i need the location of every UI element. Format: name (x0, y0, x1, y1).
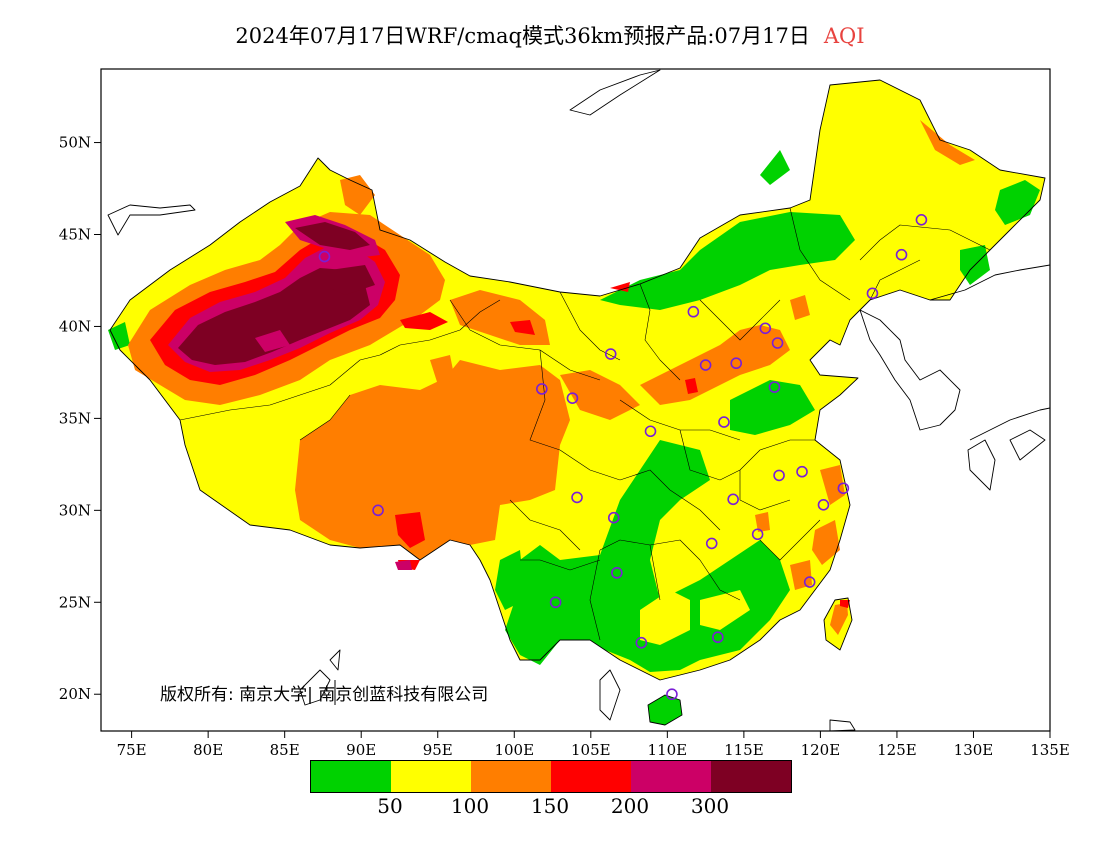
lon-tick-label: 75E (117, 741, 147, 759)
city-station-marker (644, 425, 657, 438)
city-station-marker (666, 688, 678, 701)
city-station-marker (549, 596, 562, 609)
region-hainan (648, 695, 682, 725)
legend-tick-label: 50 (377, 794, 403, 818)
city-station-marker (712, 631, 724, 644)
lon-tick-label: 135E (1030, 741, 1070, 759)
lat-tick-label: 20N (59, 685, 91, 703)
map-title: 2024年07月17日WRF/cmaq模式36km预报产品:07月17日 AQI (0, 20, 1100, 50)
city-station-marker (895, 248, 908, 261)
city-station-marker (604, 348, 617, 360)
region-orange-tibet (295, 360, 570, 560)
lon-tick-label: 100E (494, 741, 534, 759)
city-station-marker (751, 528, 764, 541)
copyright-notice: 版权所有: 南京大学| 南京创蓝科技有限公司 (160, 685, 489, 705)
city-station-marker (759, 322, 772, 335)
lat-tick-label: 40N (59, 317, 91, 335)
city-station-marker (727, 493, 739, 506)
lon-tick-label: 105E (571, 741, 611, 759)
lat-tick-label: 30N (59, 501, 91, 519)
map-frame (100, 68, 1051, 732)
city-station-marker (607, 511, 620, 524)
city-station-marker (817, 499, 830, 511)
city-station-marker (611, 567, 623, 579)
city-station-marker (318, 250, 331, 263)
city-station-marker (571, 491, 583, 504)
lon-tick-label: 115E (724, 741, 764, 759)
city-station-marker (768, 381, 781, 393)
city-station-marker (803, 576, 816, 588)
aqi-legend (310, 760, 792, 793)
lat-tick-label: 50N (59, 134, 91, 152)
city-station-marker (566, 392, 579, 404)
city-station-marker (635, 636, 648, 649)
region-taiwan-orange (830, 603, 848, 635)
lon-tick-label: 125E (877, 741, 917, 759)
city-station-marker (837, 482, 850, 495)
city-station-marker (705, 537, 718, 550)
map-axes: 75E 80E 85E 90E 95E 100E 105E 110E 115E 120E 125E 1… (59, 134, 1070, 759)
title-text: 2024年07月17日WRF/cmaq模式36km预报产品:07月17日 (235, 24, 810, 48)
lon-tick-label: 90E (346, 741, 376, 759)
region-maroon-xinjiang (178, 268, 370, 365)
city-station-marker (730, 357, 743, 370)
region-green-northeast (760, 150, 790, 185)
lon-tick-label: 120E (801, 741, 841, 759)
city-station-marker (699, 359, 712, 371)
city-station-marker (771, 337, 784, 349)
legend-tick-label: 100 (450, 794, 490, 818)
lat-tick-label: 45N (59, 226, 91, 244)
lat-tick-label: 35N (59, 409, 91, 427)
title-variable: AQI (823, 24, 865, 48)
region-green-shandong (730, 380, 815, 435)
legend-swatch (391, 761, 471, 792)
city-station-marker (773, 469, 785, 482)
lon-tick-label: 110E (648, 741, 688, 759)
city-station-marker (866, 287, 879, 300)
legend-swatch (311, 761, 391, 792)
lon-tick-label: 130E (954, 741, 994, 759)
lon-tick-label: 95E (423, 741, 453, 759)
legend-swatch (551, 761, 631, 792)
city-station-marker (915, 213, 928, 226)
lon-tick-label: 85E (270, 741, 300, 759)
region-green-inner-mongolia (600, 212, 855, 310)
legend-swatch (631, 761, 711, 792)
lat-tick-label: 25N (59, 593, 91, 611)
city-station-marker (536, 383, 548, 395)
city-station-marker (718, 416, 730, 428)
legend-tick-label: 300 (690, 794, 730, 818)
city-stations (318, 213, 928, 701)
legend-swatch (711, 761, 791, 792)
city-station-marker (687, 305, 700, 318)
legend-tick-label: 150 (530, 794, 570, 818)
city-station-marker (372, 504, 384, 517)
legend-swatch (471, 761, 551, 792)
legend-tick-label: 200 (610, 794, 650, 818)
lon-tick-label: 80E (193, 741, 223, 759)
city-station-marker (796, 465, 808, 478)
